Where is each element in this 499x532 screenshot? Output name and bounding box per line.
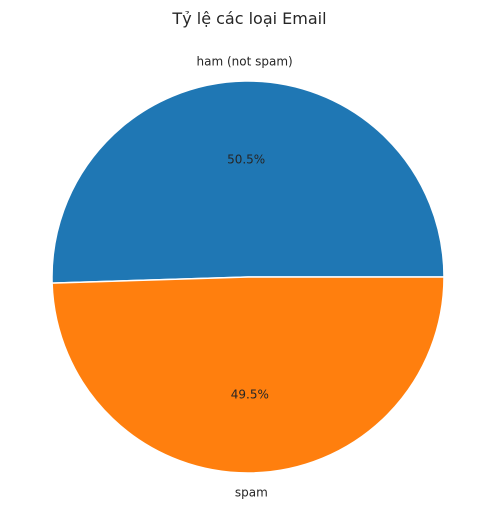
- pie-pct-label-spam: 49.5%: [231, 388, 269, 402]
- pie-category-label-ham-not-spam: ham (not spam): [197, 54, 293, 68]
- chart-title: Tỷ lệ các loại Email: [171, 9, 326, 28]
- pie-labels: 50.5% ham (not spam) 49.5% spam: [197, 54, 293, 499]
- pie-slice-spam: [51, 276, 445, 474]
- pie-slices: [51, 80, 445, 474]
- pie-category-label-spam: spam: [235, 486, 268, 500]
- pie-slice-ham-not-spam: [51, 80, 445, 284]
- pie-pct-label-ham-not-spam: 50.5%: [227, 152, 265, 166]
